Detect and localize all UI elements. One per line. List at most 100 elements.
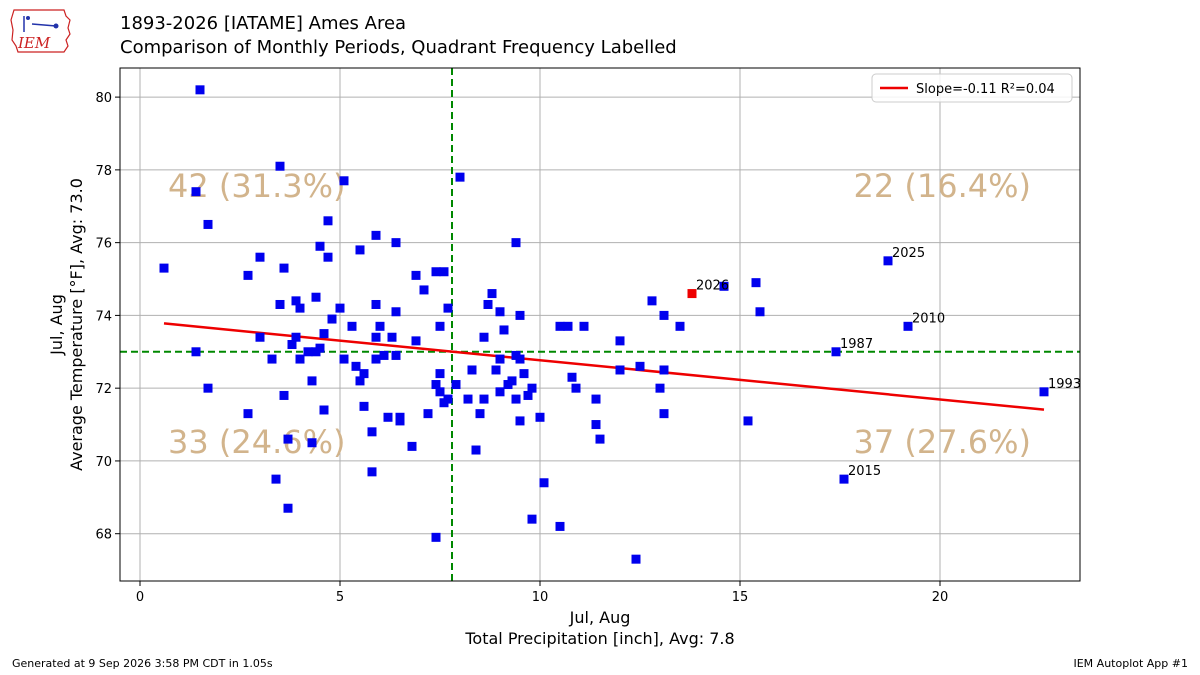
data-point [647, 296, 657, 306]
data-point [487, 289, 497, 299]
data-point-2026 [687, 289, 697, 299]
data-point [719, 281, 729, 291]
data-point [435, 387, 445, 397]
data-point [555, 521, 565, 531]
y-tick-label: 72 [95, 382, 112, 397]
data-point [615, 336, 625, 346]
data-point [431, 532, 441, 542]
data-point [615, 365, 625, 375]
x-tick-label: 0 [136, 590, 144, 605]
data-point [455, 172, 465, 182]
data-point [203, 219, 213, 229]
data-point [495, 354, 505, 364]
data-point [371, 332, 381, 342]
data-point [411, 336, 421, 346]
data-point [275, 161, 285, 171]
data-point [435, 369, 445, 379]
data-point [371, 299, 381, 309]
data-point [267, 354, 277, 364]
data-point [743, 416, 753, 426]
data-point [391, 307, 401, 317]
data-point [567, 372, 577, 382]
data-point-2025 [883, 256, 893, 266]
data-point [359, 401, 369, 411]
footer-app: IEM Autoplot App #1 [1073, 657, 1188, 670]
data-point [371, 354, 381, 364]
data-point [511, 238, 521, 248]
data-point [355, 245, 365, 255]
data-point [271, 474, 281, 484]
data-point [507, 376, 517, 386]
data-point-1993 [1039, 387, 1049, 397]
quadrant-label-bottom-right: 37 (27.6%) [853, 423, 1031, 461]
data-point [499, 325, 509, 335]
data-point [527, 383, 537, 393]
data-point [323, 216, 333, 226]
quadrant-label-top-right: 22 (16.4%) [853, 167, 1031, 205]
data-point [407, 441, 417, 451]
x-axis-label-line2: Total Precipitation [inch], Avg: 7.8 [464, 629, 734, 648]
data-point [243, 270, 253, 280]
point-label-2015: 2015 [848, 464, 881, 479]
data-point [203, 383, 213, 393]
data-point [535, 412, 545, 422]
data-point [431, 380, 441, 390]
point-label-2025: 2025 [892, 246, 925, 261]
data-point [443, 303, 453, 313]
data-point [191, 187, 201, 197]
quadrant-label-top-left: 42 (31.3%) [168, 167, 346, 205]
data-point [391, 350, 401, 360]
data-point [631, 554, 641, 564]
data-point [595, 434, 605, 444]
data-point [355, 376, 365, 386]
data-point [755, 307, 765, 317]
data-point [675, 321, 685, 331]
data-point [471, 445, 481, 455]
data-point [443, 394, 453, 404]
y-axis-label-line2: Average Temperature [°F], Avg: 73.0 [67, 178, 86, 471]
data-point [367, 427, 377, 437]
data-point [479, 332, 489, 342]
data-point [515, 354, 525, 364]
data-point [383, 412, 393, 422]
y-axis-label-line1: Jul, Aug [47, 294, 66, 356]
data-point [379, 350, 389, 360]
data-point [303, 347, 313, 357]
data-point [511, 394, 521, 404]
data-point [571, 383, 581, 393]
data-point [519, 369, 529, 379]
data-point [591, 420, 601, 430]
data-point [515, 310, 525, 320]
data-point [591, 394, 601, 404]
y-tick-label: 80 [95, 91, 112, 106]
data-point [255, 332, 265, 342]
data-point [423, 409, 433, 419]
point-label-2010: 2010 [912, 311, 945, 326]
data-point [307, 438, 317, 448]
data-point [339, 176, 349, 186]
data-point [555, 321, 565, 331]
chart-subtitle: Comparison of Monthly Periods, Quadrant … [120, 37, 677, 58]
x-tick-label: 15 [732, 590, 749, 605]
data-point [411, 270, 421, 280]
data-point [283, 434, 293, 444]
data-point [579, 321, 589, 331]
data-point-1987 [831, 347, 841, 357]
data-point [463, 394, 473, 404]
data-point-2015 [839, 474, 849, 484]
y-tick-label: 70 [95, 455, 112, 470]
data-point [295, 303, 305, 313]
data-point [159, 263, 169, 273]
data-point [387, 332, 397, 342]
data-point [659, 310, 669, 320]
y-tick-label: 68 [95, 528, 112, 543]
data-point [295, 354, 305, 364]
data-point [655, 383, 665, 393]
data-point [391, 238, 401, 248]
data-point [751, 278, 761, 288]
data-point [495, 387, 505, 397]
data-point [319, 329, 329, 339]
data-point [315, 241, 325, 251]
data-point [431, 267, 441, 277]
